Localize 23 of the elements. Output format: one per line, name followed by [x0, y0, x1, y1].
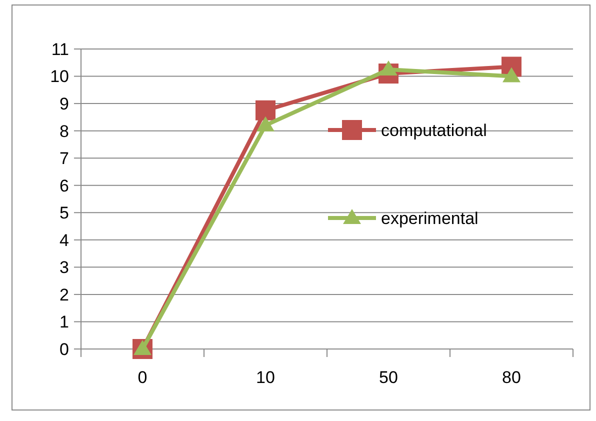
x-tick-label: 0 — [138, 368, 148, 387]
y-tick-label: 0 — [60, 340, 69, 359]
x-tick-label: 80 — [502, 368, 521, 387]
y-tick-label: 3 — [60, 258, 69, 278]
y-tick-label: 10 — [50, 67, 69, 86]
point — [134, 340, 152, 355]
point — [502, 67, 520, 82]
point — [256, 116, 274, 132]
y-tick-label: 2 — [60, 285, 69, 304]
point — [256, 100, 276, 120]
y-tick-label: 9 — [60, 94, 69, 114]
y-tick-label: 6 — [60, 176, 69, 196]
legend-label: experimental — [381, 208, 478, 228]
point — [380, 60, 398, 76]
y-tick-label: 5 — [60, 204, 69, 223]
y-tick-label: 4 — [60, 230, 69, 250]
x-tick-label: 10 — [256, 368, 275, 387]
y-tick-label: 11 — [51, 40, 69, 59]
legend-label: computational — [381, 120, 487, 140]
y-tick-label: 8 — [60, 122, 69, 141]
y-tick-label: 7 — [60, 149, 69, 168]
y-tick-label: 1 — [60, 312, 69, 332]
x-tick-label: 50 — [379, 368, 398, 387]
